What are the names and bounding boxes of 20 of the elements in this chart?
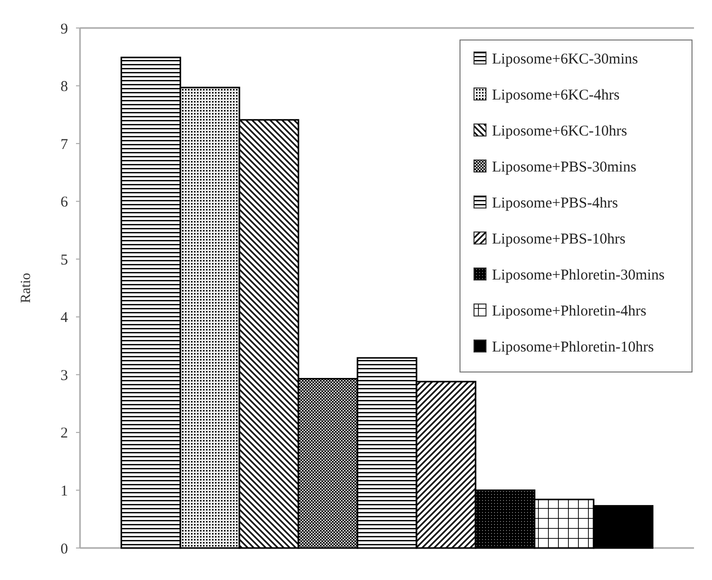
y-tick-label: 0 [60,541,68,558]
legend-label: Liposome+PBS-4hrs [492,195,618,212]
y-tick-label: 3 [60,368,68,384]
y-tick-label: 2 [60,426,68,442]
legend-label: Liposome+6KC-30mins [492,51,638,68]
legend-label: Liposome+6KC-4hrs [492,87,620,104]
y-tick-label: 5 [60,252,68,268]
legend-label: Liposome+PBS-10hrs [492,231,626,248]
y-tick-label: 9 [60,21,68,38]
legend-label: Liposome+Phloretin-30mins [492,267,665,284]
y-tick-label: 7 [60,136,68,153]
legend-label: Liposome+Phloretin-4hrs [492,303,646,320]
y-tick-label: 4 [60,310,68,326]
legend-label: Liposome+Phloretin-10hrs [492,339,654,356]
y-tick-label: 1 [60,483,68,500]
y-tick-label: 8 [60,79,68,96]
legend-label: Liposome+6KC-10hrs [492,123,628,140]
y-tick-label: 6 [60,194,68,211]
y-axis-title: Ratio [19,272,34,304]
legend-label: Liposome+PBS-30mins [492,159,636,176]
